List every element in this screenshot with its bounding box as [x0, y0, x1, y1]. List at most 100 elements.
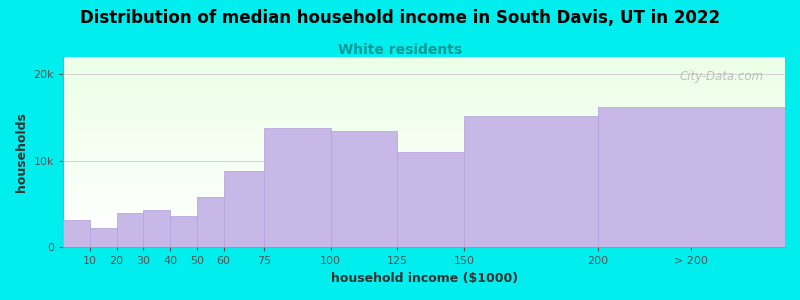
Bar: [63, 110, 785, 111]
Bar: [63, 211, 785, 212]
Bar: [63, 226, 785, 227]
Bar: [63, 229, 785, 230]
Bar: [63, 122, 785, 123]
Bar: [63, 166, 785, 167]
Bar: [63, 132, 785, 133]
Bar: [63, 235, 785, 236]
Bar: [63, 152, 785, 153]
Bar: [63, 109, 785, 110]
Bar: [63, 104, 785, 105]
Bar: [63, 187, 785, 188]
Bar: [63, 195, 785, 196]
Text: City-Data.com: City-Data.com: [679, 70, 763, 83]
Bar: [63, 131, 785, 132]
Bar: [63, 78, 785, 79]
Bar: [63, 194, 785, 195]
Bar: [63, 136, 785, 137]
Bar: [63, 142, 785, 143]
Bar: [63, 244, 785, 245]
Bar: [63, 232, 785, 233]
Bar: [63, 82, 785, 83]
Bar: [63, 221, 785, 222]
Bar: [63, 81, 785, 82]
Bar: [63, 68, 785, 69]
Bar: [63, 103, 785, 104]
Bar: [63, 219, 785, 220]
Bar: [63, 203, 785, 204]
Bar: [63, 227, 785, 228]
Bar: [63, 133, 785, 134]
Bar: [63, 181, 785, 182]
Bar: [63, 182, 785, 183]
Bar: [63, 86, 785, 87]
Bar: [63, 138, 785, 139]
Bar: [63, 125, 785, 126]
Bar: [63, 176, 785, 177]
Bar: [63, 243, 785, 244]
Bar: [63, 105, 785, 106]
Bar: [63, 66, 785, 67]
Bar: [63, 149, 785, 150]
Bar: [63, 238, 785, 239]
Bar: [63, 162, 785, 163]
Bar: [63, 180, 785, 181]
Bar: [63, 210, 785, 211]
Bar: [63, 67, 785, 68]
Bar: [398, 152, 464, 248]
Bar: [63, 185, 785, 186]
Bar: [63, 215, 785, 216]
Bar: [63, 89, 785, 90]
Text: Distribution of median household income in South Davis, UT in 2022: Distribution of median household income …: [80, 9, 720, 27]
Bar: [63, 146, 785, 147]
Bar: [63, 197, 785, 198]
Bar: [63, 228, 785, 229]
Bar: [63, 144, 785, 145]
Bar: [63, 141, 785, 142]
Bar: [63, 72, 785, 73]
Bar: [63, 196, 785, 197]
Bar: [63, 95, 785, 96]
Bar: [63, 201, 785, 202]
Y-axis label: households: households: [15, 112, 28, 192]
Bar: [63, 113, 785, 114]
Bar: [63, 168, 785, 169]
Bar: [63, 234, 785, 235]
Bar: [63, 96, 785, 97]
Bar: [63, 139, 785, 140]
Bar: [63, 115, 785, 116]
Bar: [63, 160, 785, 161]
Bar: [63, 118, 785, 119]
Bar: [170, 216, 197, 247]
Bar: [63, 171, 785, 172]
Text: White residents: White residents: [338, 44, 462, 58]
Bar: [63, 106, 785, 107]
Bar: [464, 116, 598, 248]
Bar: [63, 218, 785, 219]
Bar: [63, 74, 785, 75]
Bar: [63, 156, 785, 157]
Bar: [63, 143, 785, 144]
Bar: [63, 76, 785, 77]
Bar: [63, 129, 785, 130]
Bar: [63, 216, 785, 217]
Bar: [63, 170, 785, 171]
Bar: [63, 163, 785, 164]
Bar: [63, 137, 785, 138]
Bar: [63, 224, 785, 225]
Bar: [63, 157, 785, 158]
Bar: [63, 85, 785, 86]
X-axis label: household income ($1000): household income ($1000): [330, 272, 518, 285]
Bar: [63, 179, 785, 180]
Bar: [63, 130, 785, 131]
Bar: [63, 57, 785, 58]
Bar: [63, 164, 785, 165]
Bar: [63, 92, 785, 93]
Bar: [63, 169, 785, 170]
Bar: [63, 186, 785, 187]
Bar: [63, 64, 785, 65]
Bar: [63, 70, 785, 71]
Bar: [63, 205, 785, 206]
Bar: [63, 191, 785, 192]
Bar: [63, 242, 785, 243]
Bar: [63, 183, 785, 184]
